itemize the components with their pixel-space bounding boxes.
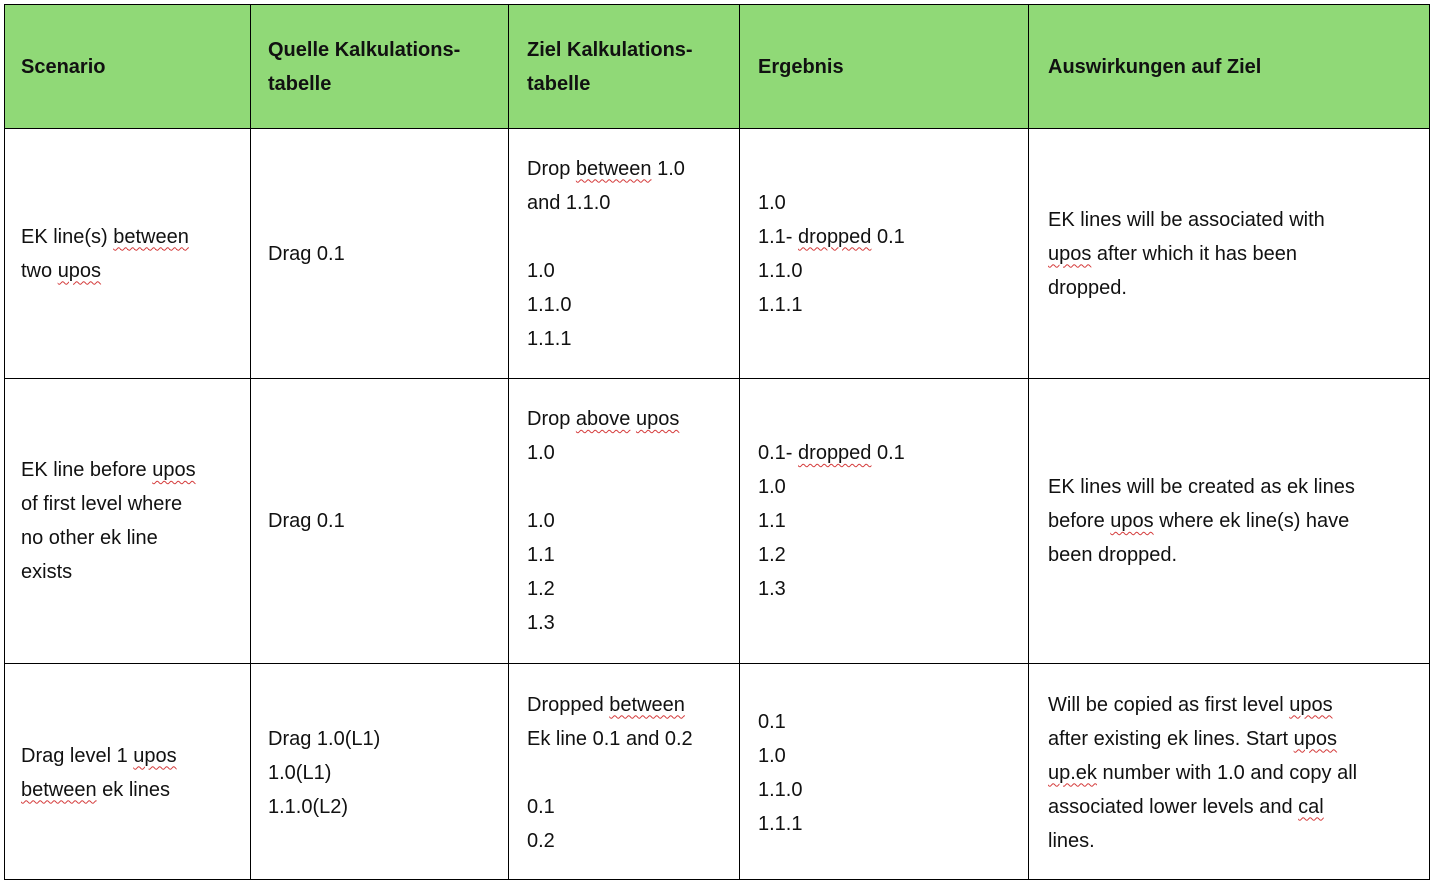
- blank-line: [527, 470, 679, 504]
- cell-text: 1.1.0: [758, 778, 803, 801]
- header-text: tabelle: [527, 72, 591, 95]
- header-ziel: Ziel Kalkulations-tabelle: [527, 5, 733, 128]
- cell-text: 1.2: [527, 578, 555, 600]
- cell-text: 0.1- dropped 0.1: [758, 442, 905, 464]
- header-text: Scenario: [21, 55, 106, 78]
- cell-text: after existing ek lines. Start upos: [1048, 727, 1338, 750]
- header-ergebnis: Ergebnis: [758, 5, 1022, 128]
- cell-text: of first level where: [21, 493, 183, 515]
- cell-text: no other ek line: [21, 527, 158, 549]
- cell-text: between ek lines: [21, 778, 170, 801]
- cell-text: dropped.: [1048, 276, 1127, 299]
- header-text: Ziel Kalkulations-: [527, 38, 693, 61]
- cell-text: 1.1.0: [758, 259, 803, 282]
- cell-text: 1.0: [758, 476, 786, 498]
- cell-text: been dropped.: [1048, 544, 1178, 566]
- cell-ziel: Dropped between Ek line 0.1 and 0.2 0.1 0.2: [527, 664, 733, 881]
- cell-text: EK line before upos: [21, 459, 196, 481]
- cell-text: 1.1.1: [527, 327, 572, 350]
- header-text: Ergebnis: [758, 55, 844, 78]
- cell-text: exists: [21, 561, 73, 583]
- header-scenario: Scenario: [21, 5, 244, 128]
- cell-auswirkungen: EK lines will be created as ek lines befo…: [1048, 379, 1425, 663]
- cell-text: 1.1: [758, 510, 786, 532]
- comparison-table: Scenario Quelle Kalkulations-tabelle Ziel …: [4, 4, 1430, 880]
- cell-text: 1.1.0: [527, 293, 572, 316]
- cell-quelle: Drag 0.1: [268, 379, 502, 663]
- cell-text: 1.0: [527, 442, 555, 464]
- cell-text: 0.2: [527, 829, 555, 852]
- cell-text: EK lines will be created as ek lines: [1048, 476, 1355, 498]
- cell-text: two upos: [21, 259, 102, 282]
- cell-text: 1.3: [758, 578, 786, 600]
- blank-line: [527, 756, 693, 790]
- cell-ziel: Drop above upos 1.0 1.0 1.1 1.2 1.3: [527, 379, 733, 663]
- cell-ergebnis: 1.0 1.1- dropped 0.1 1.1.0 1.1.1: [758, 129, 1022, 378]
- cell-text: lines.: [1048, 829, 1095, 852]
- cell-text: Will be copied as first level upos: [1048, 693, 1333, 716]
- cell-text: 1.0: [527, 259, 555, 282]
- cell-text: and 1.1.0: [527, 191, 611, 214]
- cell-ergebnis: 0.1- dropped 0.1 1.0 1.1 1.2 1.3: [758, 379, 1022, 663]
- cell-text: 0.1: [758, 710, 786, 733]
- cell-text: upos after which it has been: [1048, 242, 1298, 265]
- cell-text: EK lines will be associated with: [1048, 208, 1325, 231]
- cell-ergebnis: 0.1 1.0 1.1.0 1.1.1: [758, 664, 1022, 881]
- cell-ziel: Drop between 1.0 and 1.1.0 1.0 1.1.0 1.1.1: [527, 129, 733, 378]
- cell-text: Dropped between: [527, 693, 685, 716]
- header-text: Auswirkungen auf Ziel: [1048, 55, 1262, 78]
- cell-text: 1.2: [758, 544, 786, 566]
- cell-text: associated lower levels and cal: [1048, 795, 1324, 818]
- cell-auswirkungen: EK lines will be associated with upos aft…: [1048, 129, 1425, 378]
- cell-text: Drag 0.1: [268, 510, 345, 532]
- cell-quelle: Drag 1.0(L1) 1.0(L1) 1.1.0(L2): [268, 664, 502, 881]
- cell-text: 1.0(L1): [268, 761, 332, 784]
- cell-text: 1.1.0(L2): [268, 795, 349, 818]
- cell-text: Drop above upos: [527, 408, 680, 430]
- cell-text: Drop between 1.0: [527, 157, 685, 180]
- cell-scenario: EK line before upos of first level where n…: [21, 379, 244, 663]
- cell-text: 1.1.1: [758, 812, 803, 835]
- header-auswirkungen: Auswirkungen auf Ziel: [1048, 5, 1425, 128]
- cell-text: 1.1: [527, 544, 555, 566]
- cell-text: 1.1.1: [758, 293, 803, 316]
- cell-text: 1.3: [527, 612, 555, 634]
- cell-text: 0.1: [527, 795, 555, 818]
- cell-text: 1.1- dropped 0.1: [758, 225, 905, 248]
- cell-text: 1.0: [527, 510, 555, 532]
- cell-text: Drag level 1 upos: [21, 744, 177, 767]
- header-text: tabelle: [268, 72, 332, 95]
- cell-quelle: Drag 0.1: [268, 129, 502, 378]
- cell-text: Drag 1.0(L1): [268, 727, 381, 750]
- cell-text: EK line(s) between: [21, 225, 189, 248]
- cell-text: 1.0: [758, 744, 786, 767]
- cell-text: Ek line 0.1 and 0.2: [527, 727, 693, 750]
- header-text: Quelle Kalkulations-: [268, 38, 461, 61]
- cell-auswirkungen: Will be copied as first level upos after …: [1048, 664, 1425, 881]
- cell-scenario: EK line(s) between two upos: [21, 129, 244, 378]
- cell-text: Drag 0.1: [268, 242, 345, 265]
- cell-scenario: Drag level 1 upos between ek lines: [21, 664, 244, 881]
- cell-text: 1.0: [758, 191, 786, 214]
- cell-text: up.ek number with 1.0 and copy all: [1048, 761, 1358, 784]
- header-quelle: Quelle Kalkulations-tabelle: [268, 5, 502, 128]
- header-row: [5, 5, 1429, 128]
- blank-line: [527, 220, 685, 254]
- cell-text: before upos where ek line(s) have: [1048, 510, 1350, 532]
